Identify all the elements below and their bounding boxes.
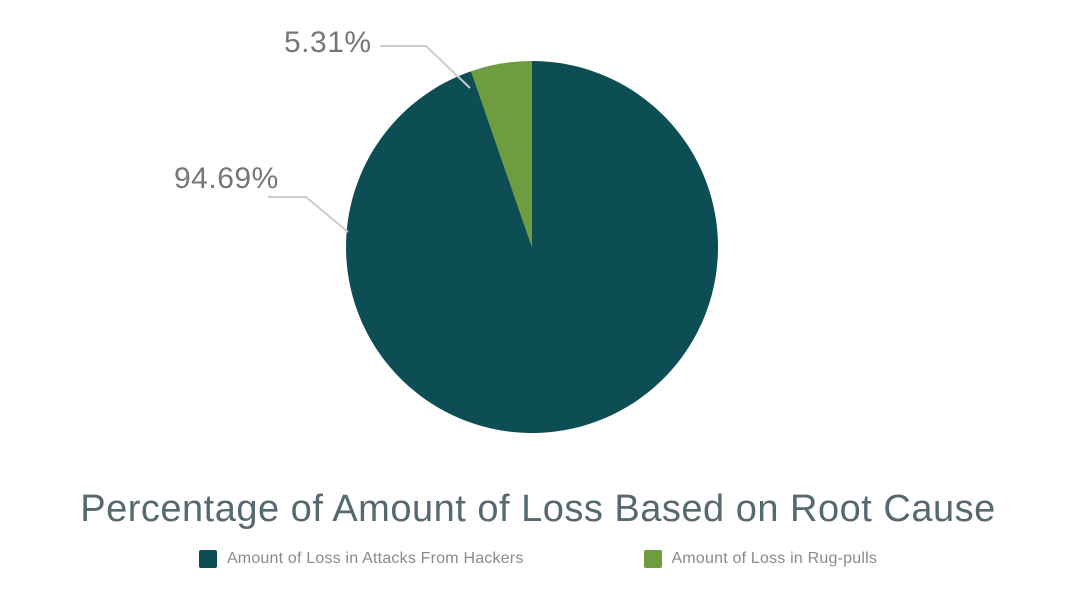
leader-line-hackers [268, 196, 349, 233]
legend-item-rugpulls[interactable]: Amount of Loss in Rug-pulls [643, 550, 878, 568]
pie-slice-1[interactable] [471, 61, 532, 247]
pie-slice-0[interactable] [346, 60, 719, 434]
slice-value-label-rugpulls: 5.31% [284, 26, 372, 59]
legend-label-rugpulls: Amount of Loss in Rug-pulls [671, 550, 878, 567]
legend-swatch-rugpulls [643, 550, 662, 568]
leader-line-rugpulls [380, 45, 471, 89]
legend-label-hackers: Amount of Loss in Attacks From Hackers [226, 550, 524, 567]
chart-legend: Amount of Loss in Attacks From Hackers A… [0, 550, 1076, 568]
chart-title: Percentage of Amount of Loss Based on Ro… [80, 488, 996, 530]
legend-swatch-hackers [198, 550, 217, 568]
slice-value-label-hackers: 94.69% [174, 162, 279, 195]
legend-item-hackers[interactable]: Amount of Loss in Attacks From Hackers [198, 550, 524, 568]
